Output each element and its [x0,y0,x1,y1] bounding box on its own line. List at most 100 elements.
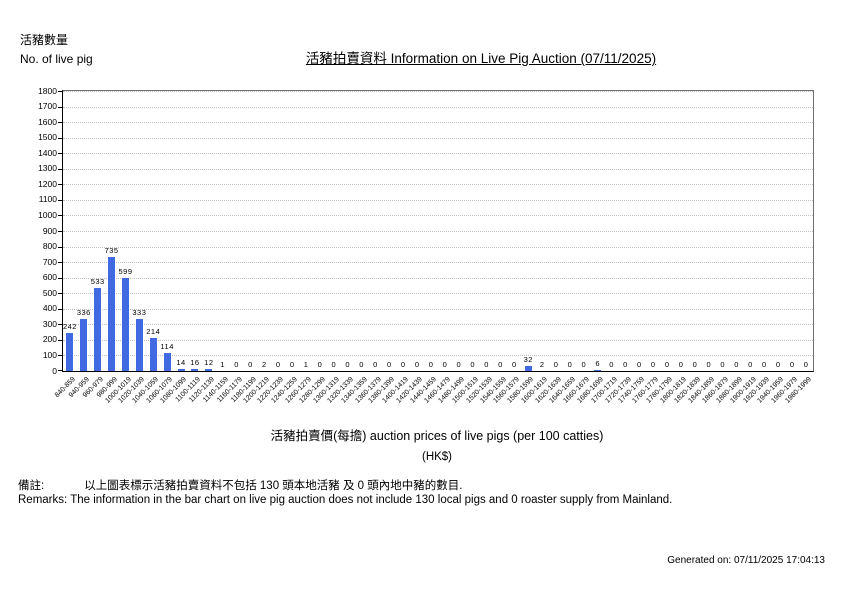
y-axis-tick [58,370,62,371]
bar-1680-1699 [594,370,602,371]
bar-value-label: 1 [220,360,226,369]
y-axis-tick-label: 500 [42,287,57,298]
bar-value-label: 0 [581,360,587,369]
bar-value-label: 599 [118,267,133,276]
chart-title: 活豬拍賣資料 Information on Live Pig Auction (… [305,51,657,66]
bar-chart-plot-area: 0 100 200 300 400 500 600 700 800 900 1000 1100 1200… [38,86,814,375]
bar-value-label: 0 [248,360,253,369]
bar-value-label: 214 [146,327,161,336]
y-axis-tick-label: 1700 [38,101,57,112]
gridline [63,168,813,170]
y-axis-tick [58,277,62,279]
gridline [63,308,813,310]
bar-value-label: 1 [303,360,309,369]
bar-value-label: 0 [373,360,378,369]
y-axis-tick [58,246,62,248]
y-axis-tick-label: 0 [52,365,57,376]
bar-value-label: 0 [803,360,809,369]
y-axis-tick [58,231,62,232]
bar-value-label: 0 [317,360,323,369]
x-axis-tick-labels: 840-859 940-959 960-979 980-999 1000-1019 102… [54,373,813,425]
gridline [63,91,813,92]
y-axis-tick-label: 300 [42,318,57,329]
y-axis-tick-label: 1000 [38,209,57,220]
y-axis-tick [58,308,62,310]
bar-value-label: 0 [720,360,726,369]
remarks-zh-text: 以上圖表標示活豬拍賣資料不包括 130 頭本地活豬 及 0 頭內地中豬的數目. [84,480,463,492]
y-axis-tick-label: 700 [42,256,57,267]
bar-value-label: 0 [512,360,517,369]
bar-value-label: 2 [539,360,545,369]
bar-value-label: 2 [262,360,267,369]
y-axis-tick-label: 1600 [38,116,57,127]
bar-value-label: 0 [400,360,406,369]
y-axis-tick [58,355,62,357]
gridline [63,277,813,279]
bar-value-label: 0 [734,360,739,369]
y-axis-tick [58,153,62,155]
bar-value-label: 533 [90,277,105,286]
bar-1000-1019 [122,278,129,371]
bar-value-label: 333 [132,308,147,317]
bar-value-label: 0 [359,360,364,369]
bar-value-label: 32 [523,355,533,364]
gridline [63,324,813,326]
bar-value-label: 0 [650,360,656,369]
bar-value-label: 0 [567,360,573,369]
y-axis-tick-label: 100 [42,349,57,360]
generated-on-timestamp: Generated on: 07/11/2025 17:04:13 [667,555,825,566]
bar-value-label: 0 [789,360,795,369]
bar-value-label: 0 [692,360,698,369]
bar-1120-1139 [205,369,213,371]
bar-1020-1039 [135,319,143,371]
bar-1100-1119 [191,369,199,371]
bar-value-label: 0 [387,360,392,369]
bar-value-label: 0 [414,360,420,369]
gridline [63,246,813,248]
bar-960-979 [94,288,102,371]
y-axis-tick-label: 1200 [38,178,57,189]
bar-value-label: 0 [428,360,434,369]
remarks-english: Remarks: The information in the bar char… [18,494,673,506]
bar-value-label: 0 [289,360,295,369]
y-axis-tick-label: 800 [42,241,57,252]
bar-value-label: 12 [204,358,214,367]
remarks-zh-label: 備註: [18,480,45,492]
gridline [63,199,813,201]
bar-840-859 [66,333,74,371]
gridline [63,355,813,357]
bar-value-label: 0 [748,360,753,369]
bar-value-label: 0 [470,360,476,369]
bar-value-label: 242 [62,322,77,331]
bar-value-label: 0 [275,360,281,369]
y-axis-caption-zh: 活豬數量 [20,33,69,47]
bar-1080-1099 [177,369,185,371]
bar-value-label: 16 [190,358,200,367]
y-axis-tick [58,339,62,341]
gridline [63,215,813,217]
bar-value-label: 0 [637,360,642,369]
y-axis-tick [58,137,62,139]
bar-value-label: 0 [345,360,351,369]
bar-value-label: 0 [484,360,489,369]
bar-value-label: 336 [76,308,91,317]
bar-value-label: 0 [609,360,614,369]
y-axis-tick-label: 1300 [38,163,57,174]
bar-value-label: 0 [442,360,448,369]
bar-940-959 [80,319,88,371]
gridline [63,339,813,341]
bar-value-label: 0 [456,360,462,369]
y-axis-tick [58,262,62,264]
bar-value-label: 0 [664,360,670,369]
gridline [63,137,813,139]
y-axis-tick-label: 600 [42,272,57,283]
bar-1580-1599 [524,366,532,371]
bar-value-label: 735 [104,246,119,255]
x-axis-unit-label: (HK$) [421,451,453,463]
bar-value-label: 0 [678,360,684,369]
bar-value-label: 14 [176,358,186,367]
bar-value-label: 0 [553,360,559,369]
y-axis-tick-label: 400 [42,303,57,314]
bar-value-label: 0 [498,360,503,369]
gridline [63,184,813,186]
